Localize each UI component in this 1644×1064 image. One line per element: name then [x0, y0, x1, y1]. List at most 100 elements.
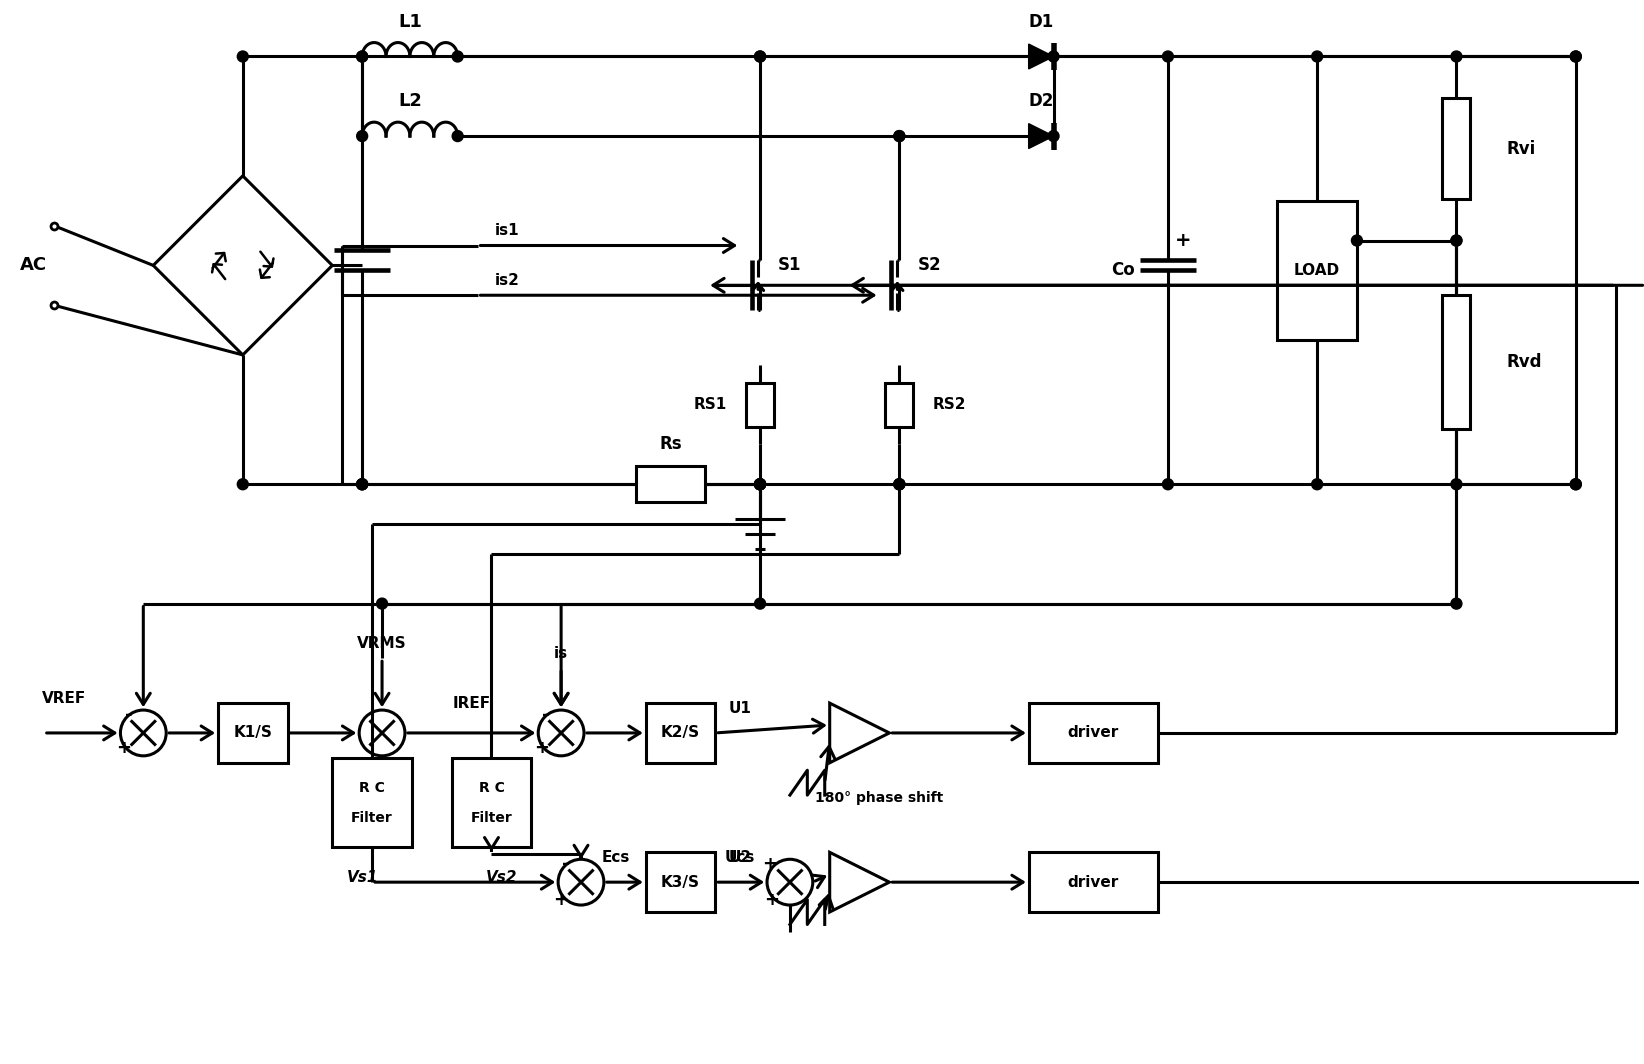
Polygon shape — [1029, 123, 1054, 149]
Bar — [1442, 98, 1470, 199]
Bar — [1029, 703, 1157, 763]
Circle shape — [357, 51, 368, 62]
Text: IREF: IREF — [452, 696, 490, 711]
Circle shape — [1162, 479, 1174, 489]
Text: LOAD: LOAD — [1294, 263, 1340, 278]
Text: VREF: VREF — [41, 691, 85, 705]
Text: +: + — [554, 891, 569, 909]
Circle shape — [1570, 479, 1582, 489]
Bar — [1442, 296, 1470, 430]
Text: S1: S1 — [778, 256, 802, 275]
Text: +: + — [534, 738, 549, 757]
Text: Ucs: Ucs — [725, 850, 755, 865]
Circle shape — [894, 479, 904, 489]
Circle shape — [357, 479, 368, 489]
Circle shape — [357, 479, 368, 489]
Bar — [636, 466, 705, 502]
Circle shape — [1049, 131, 1059, 142]
Circle shape — [376, 598, 388, 609]
Text: U1: U1 — [728, 700, 751, 716]
Text: RS1: RS1 — [694, 397, 727, 412]
Circle shape — [1452, 479, 1462, 489]
Bar — [332, 758, 413, 847]
Circle shape — [1312, 479, 1323, 489]
Text: is1: is1 — [495, 223, 520, 238]
Circle shape — [1351, 235, 1363, 246]
Text: is2: is2 — [495, 272, 520, 288]
Text: RS2: RS2 — [932, 397, 965, 412]
Circle shape — [894, 131, 904, 142]
Text: +: + — [1174, 231, 1192, 250]
Text: VRMS: VRMS — [357, 636, 406, 651]
Bar — [646, 703, 715, 763]
Text: 180° phase shift: 180° phase shift — [815, 791, 944, 804]
Circle shape — [452, 51, 464, 62]
Text: K1/S: K1/S — [233, 726, 273, 741]
Text: K2/S: K2/S — [661, 726, 700, 741]
Bar — [886, 383, 914, 427]
Text: -: - — [562, 855, 570, 874]
Circle shape — [1452, 235, 1462, 246]
Circle shape — [1312, 51, 1323, 62]
Text: Rvd: Rvd — [1506, 353, 1542, 371]
Text: U2: U2 — [728, 850, 751, 865]
Circle shape — [1570, 479, 1582, 489]
Text: is: is — [554, 646, 569, 661]
Text: Rvi: Rvi — [1506, 139, 1535, 157]
Circle shape — [357, 479, 368, 489]
Circle shape — [1162, 51, 1174, 62]
Text: Filter: Filter — [470, 811, 513, 825]
Text: -: - — [125, 706, 132, 724]
Text: S2: S2 — [917, 256, 940, 275]
Circle shape — [894, 479, 904, 489]
Text: R C: R C — [478, 781, 505, 795]
Text: +: + — [763, 855, 778, 874]
Circle shape — [755, 479, 766, 489]
Text: D1: D1 — [1029, 13, 1054, 31]
Circle shape — [1570, 51, 1582, 62]
Circle shape — [1452, 598, 1462, 609]
Circle shape — [357, 131, 368, 142]
Text: driver: driver — [1067, 875, 1120, 890]
Circle shape — [357, 51, 368, 62]
Circle shape — [1452, 235, 1462, 246]
Text: Ecs: Ecs — [602, 850, 630, 865]
Text: +: + — [764, 891, 779, 909]
Text: AC: AC — [20, 256, 48, 275]
Bar — [1277, 201, 1356, 340]
Circle shape — [237, 51, 248, 62]
Circle shape — [1570, 51, 1582, 62]
Text: +: + — [117, 738, 132, 757]
Text: L1: L1 — [398, 13, 423, 31]
Text: -: - — [543, 706, 551, 724]
Text: Filter: Filter — [352, 811, 393, 825]
Bar — [452, 758, 531, 847]
Text: R C: R C — [358, 781, 385, 795]
Circle shape — [755, 479, 766, 489]
Circle shape — [755, 479, 766, 489]
Text: K3/S: K3/S — [661, 875, 700, 890]
Circle shape — [894, 131, 904, 142]
Bar — [1029, 852, 1157, 912]
Circle shape — [755, 51, 766, 62]
Text: L2: L2 — [398, 93, 423, 111]
Circle shape — [1049, 51, 1059, 62]
Circle shape — [755, 598, 766, 609]
Text: Vs2: Vs2 — [485, 869, 518, 884]
Text: Co: Co — [1111, 262, 1134, 280]
Circle shape — [755, 479, 766, 489]
Circle shape — [755, 479, 766, 489]
Polygon shape — [1029, 44, 1054, 69]
Text: D2: D2 — [1029, 93, 1054, 111]
Bar — [646, 852, 715, 912]
Text: Rs: Rs — [659, 435, 682, 453]
Circle shape — [452, 131, 464, 142]
Text: driver: driver — [1067, 726, 1120, 741]
Text: Vs1: Vs1 — [347, 869, 378, 884]
Circle shape — [237, 479, 248, 489]
Circle shape — [894, 479, 904, 489]
Circle shape — [1452, 51, 1462, 62]
Circle shape — [755, 51, 766, 62]
Bar — [219, 703, 288, 763]
Bar — [746, 383, 774, 427]
